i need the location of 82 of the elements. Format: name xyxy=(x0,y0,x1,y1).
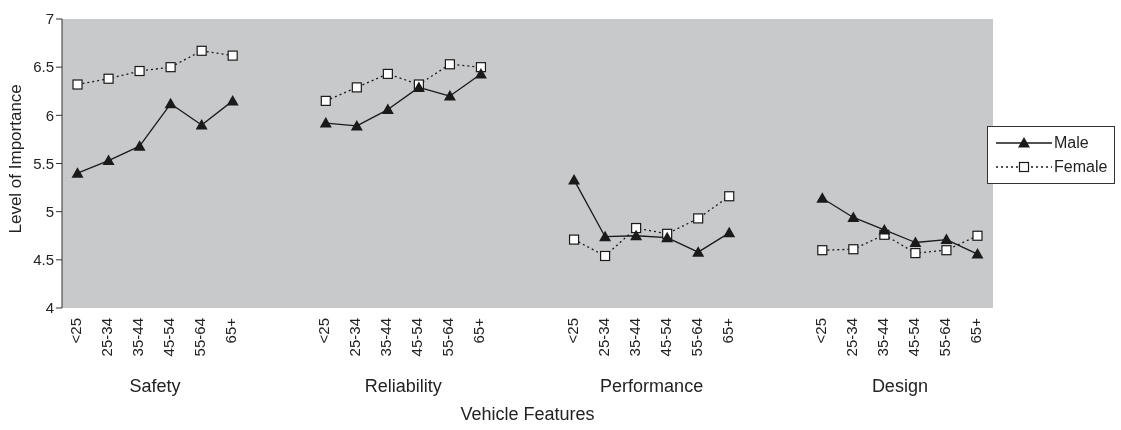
point xyxy=(227,50,238,61)
y-tick-label: 5.5 xyxy=(33,154,54,172)
y-axis-title: Level of Importance xyxy=(6,84,26,234)
point xyxy=(724,191,735,202)
point xyxy=(443,90,456,101)
x-tick-label: 35-44 xyxy=(873,318,891,357)
point xyxy=(226,94,239,106)
point xyxy=(164,97,177,109)
point xyxy=(382,68,393,80)
x-tick-label: 35-44 xyxy=(377,318,395,357)
point xyxy=(972,230,983,241)
point xyxy=(568,173,581,185)
x-axis-title: Vehicle Features xyxy=(459,404,596,425)
point xyxy=(940,233,953,245)
point xyxy=(444,59,456,70)
x-tick-label: 65+ xyxy=(718,317,736,344)
x-tick-label: 55-64 xyxy=(687,318,705,357)
point xyxy=(599,250,611,262)
x-tick-label: 45-54 xyxy=(904,318,922,357)
point xyxy=(847,211,860,222)
point xyxy=(351,82,362,93)
x-tick-label: 45-54 xyxy=(656,318,674,357)
x-tick-label: 45-54 xyxy=(408,318,426,357)
text: Reliability xyxy=(363,376,443,397)
point xyxy=(165,62,176,73)
x-tick-label: 65+ xyxy=(966,317,984,344)
x-tick-label: 25-34 xyxy=(98,318,116,357)
point xyxy=(72,79,83,90)
y-tick-label: 5 xyxy=(45,202,54,220)
point xyxy=(195,118,208,130)
point xyxy=(599,230,612,242)
point xyxy=(381,103,394,115)
point xyxy=(693,213,704,224)
y-tick-label: 6 xyxy=(45,106,54,124)
point xyxy=(941,245,952,256)
x-tick-label: 55-64 xyxy=(439,318,457,357)
x-tick-label: 25-34 xyxy=(346,318,364,357)
text: Design xyxy=(870,376,929,397)
point xyxy=(133,140,146,151)
x-tick-label: <25 xyxy=(811,318,829,344)
y-tick-label: 4 xyxy=(45,299,54,317)
point xyxy=(630,229,643,241)
x-tick-label: 25-34 xyxy=(594,318,612,357)
point xyxy=(320,95,331,106)
point xyxy=(71,167,84,178)
point xyxy=(196,45,207,56)
x-tick-label: <25 xyxy=(563,318,581,344)
x-tick-label: 55-64 xyxy=(935,318,953,357)
point xyxy=(568,234,580,245)
text: Performance xyxy=(599,376,705,397)
x-tick-label: 25-34 xyxy=(842,318,860,357)
point xyxy=(103,73,114,84)
point xyxy=(474,67,487,79)
point xyxy=(848,244,859,255)
point xyxy=(692,246,705,257)
point xyxy=(319,117,332,128)
point xyxy=(134,65,145,77)
point xyxy=(661,231,674,243)
y-tick-label: 6.5 xyxy=(33,58,54,76)
point xyxy=(971,248,984,259)
point xyxy=(817,245,828,256)
point xyxy=(723,226,736,238)
point xyxy=(909,236,922,247)
x-tick-label: 45-54 xyxy=(160,318,178,357)
x-tick-label: 55-64 xyxy=(191,318,209,357)
legend-label: Male xyxy=(1054,134,1089,152)
point xyxy=(102,154,115,166)
x-tick-label: 35-44 xyxy=(625,318,643,357)
text: Safety xyxy=(128,376,182,397)
x-tick-label: <25 xyxy=(67,318,85,344)
point xyxy=(816,192,829,203)
x-tick-label: <25 xyxy=(315,318,333,344)
y-tick-label: 4.5 xyxy=(33,251,54,269)
point xyxy=(878,223,891,235)
point xyxy=(350,119,363,131)
x-tick-label: 35-44 xyxy=(129,318,147,357)
point xyxy=(910,247,921,259)
x-tick-label: 65+ xyxy=(222,317,240,344)
x-tick-label: 65+ xyxy=(470,317,488,344)
legend-label: Female xyxy=(1054,158,1108,176)
y-tick-label: 7 xyxy=(45,10,54,28)
point xyxy=(631,222,642,234)
